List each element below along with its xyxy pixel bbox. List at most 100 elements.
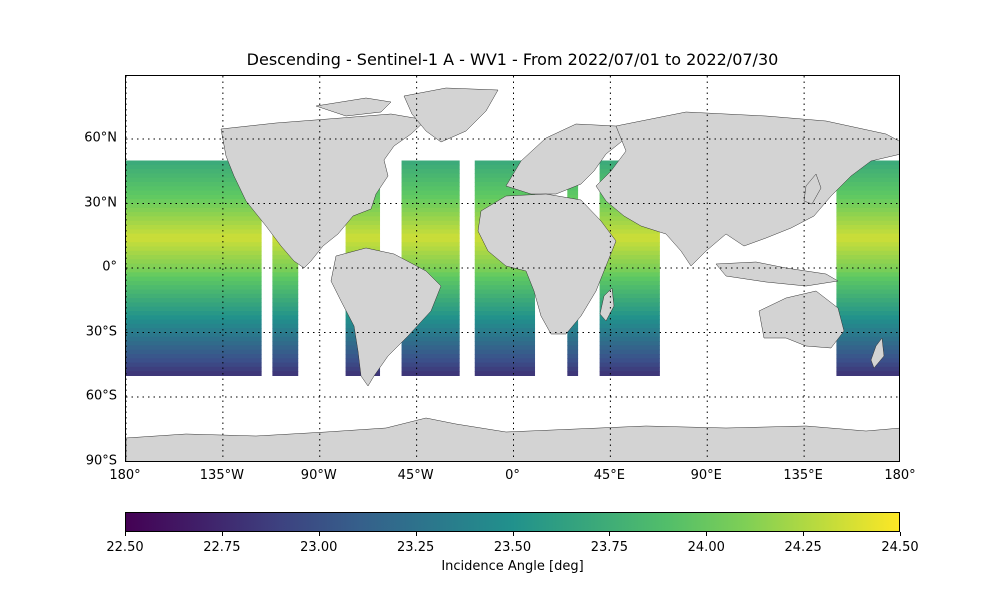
longitude-tick-label: 0° [505,468,520,483]
longitude-tick-label: 45°W [397,468,434,483]
swath-cell [474,332,536,338]
map-canvas [126,76,899,461]
swath-cell [474,293,536,299]
swath-cell [599,280,660,286]
swath-cell [272,306,299,312]
swath-cell [474,349,536,355]
swath-cell [401,349,460,355]
land-africa [477,193,617,335]
swath-cell [836,250,899,256]
swath-cell [599,255,660,260]
swath-cell [567,366,579,372]
swath-cell [272,323,299,329]
swath-cell [474,160,536,166]
swath-cell [836,237,899,243]
swath-cell [567,371,579,376]
colorbar-tick-label: 24.25 [784,540,822,555]
swath-cell [126,199,262,204]
swath-cell [272,311,299,316]
swath-cell [126,289,262,295]
swath-cell [836,306,899,312]
swath-cell [401,177,460,183]
colorbar-tick-label: 23.25 [397,540,435,555]
swath-cell [272,319,299,325]
swath-cell [401,341,460,346]
swath-cell [126,207,262,213]
swath-cell [599,341,660,346]
longitude-tick-label: 180° [109,468,141,483]
swath-cell [836,199,899,204]
swath-cell [599,289,660,295]
swath-cell [599,268,660,273]
swath-cell [126,354,262,359]
swath-cell [401,237,460,243]
swath-cell [401,315,460,321]
swath-cell [474,276,536,282]
land-greenland [403,87,499,143]
swath-cell [401,366,460,372]
swath-cell [401,173,460,179]
swath-cell [126,233,262,239]
swath-cell [474,319,536,325]
swath-cell [401,203,460,209]
swath-cell [401,255,460,260]
swath-cell [474,272,536,278]
land-indonesia [715,261,839,287]
swath-cell [401,268,460,273]
swath-cell [836,276,899,282]
swath-cell [401,319,460,325]
swath-cell [126,280,262,286]
latitude-tick-label: 60°S [85,388,117,404]
longitude-tick-label: 90°W [300,468,337,483]
swath-cell [836,323,899,329]
swath-cell [836,345,899,351]
swath-cell [126,190,262,196]
swath-cell [401,263,460,269]
swath-cell [599,293,660,299]
swath-cell [126,169,262,174]
swath-cell [836,177,899,183]
swath-cell [401,212,460,217]
swath-cell [345,233,381,239]
swath-cell [836,255,899,260]
swath-cell [836,358,899,364]
swath-cell [474,182,536,187]
swath-cell [599,263,660,269]
swath-cell [836,268,899,273]
colorbar-tick-label: 23.50 [493,540,532,555]
swath-cell [836,332,899,338]
longitude-tick-label: 180° [884,468,916,483]
land-asia [595,111,899,267]
swath-cell [599,250,660,256]
swath-cell [474,169,536,174]
swath-cell [126,349,262,355]
latitude-tick-label: 90°S [85,453,117,468]
swath-cell [836,311,899,316]
swath-cell [599,371,660,376]
swath-cell [599,220,660,226]
swath-cell [126,186,262,192]
swath-cell [401,345,460,351]
swath-cell [599,328,660,333]
swath-cell [836,259,899,265]
colorbar-tick-mark [706,532,708,536]
swath-cell [401,190,460,196]
swath-cell [836,349,899,355]
swath-cell [836,203,899,209]
swath-cell [836,315,899,321]
swath-cell [272,349,299,355]
swath-cell [401,250,460,256]
swath-cell [126,298,262,303]
swath-cell [345,237,381,243]
swath-cell [401,332,460,338]
colorbar-tick-mark [318,532,320,536]
colorbar-tick-label: 23.75 [590,540,628,555]
swath-cell [567,190,579,196]
latitude-tick-label: 0° [102,259,117,275]
longitude-tick-label: 135°W [199,468,244,483]
swath-cell [272,332,299,338]
longitude-tick-label: 45°E [593,468,626,483]
swath-cell [474,345,536,351]
swath-cell [401,311,460,316]
swath-cell [126,173,262,179]
